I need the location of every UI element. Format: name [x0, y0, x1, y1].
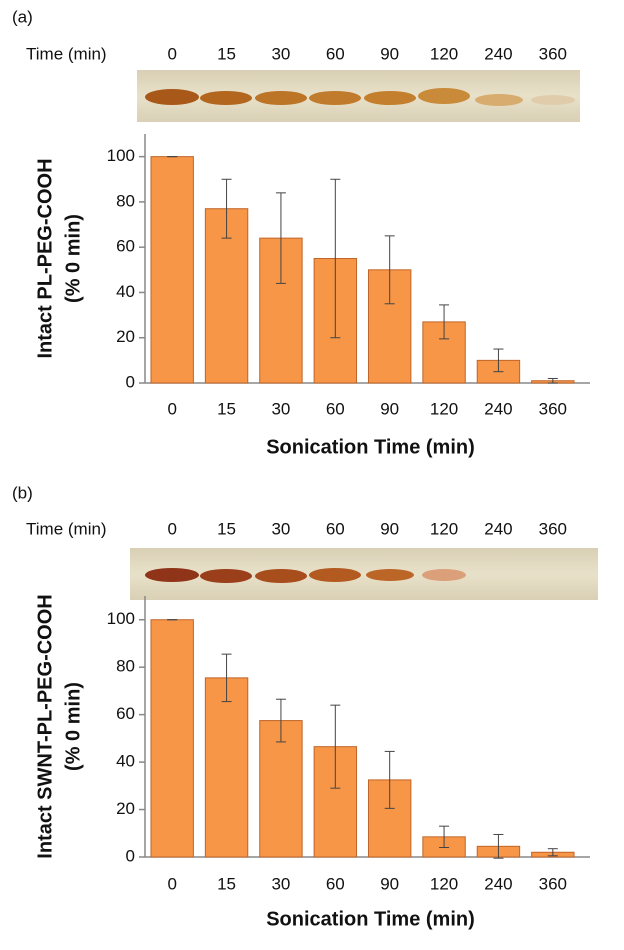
gel-lane-label: 30	[271, 519, 290, 538]
y-tick-label: 100	[107, 146, 135, 165]
panel-label: (a)	[12, 7, 33, 26]
x-axis-label: Sonication Time (min)	[266, 436, 475, 458]
gel-lane-label: 120	[430, 44, 458, 63]
x-axis-label: Sonication Time (min)	[266, 908, 475, 930]
x-tick-label: 120	[430, 874, 458, 893]
y-tick-label: 80	[116, 191, 135, 210]
bar	[150, 156, 194, 384]
gel-lane-label: 240	[484, 519, 512, 538]
gel-label: Time (min)	[26, 519, 107, 538]
y-axis-label: (% 0 min)	[62, 682, 84, 771]
gel-lane-label: 90	[380, 519, 399, 538]
x-tick-label: 90	[380, 874, 399, 893]
x-tick-label: 120	[430, 399, 458, 418]
y-tick-label: 0	[126, 372, 135, 391]
gel-lane-label: 0	[167, 44, 176, 63]
y-tick-label: 40	[116, 752, 135, 771]
y-tick-label: 0	[126, 846, 135, 865]
gel-lane-label: 60	[326, 44, 345, 63]
x-tick-label: 30	[271, 399, 290, 418]
y-axis-label: (% 0 min)	[62, 214, 84, 303]
gel-lane-label: 120	[430, 519, 458, 538]
x-tick-label: 0	[167, 874, 176, 893]
y-tick-label: 40	[116, 282, 135, 301]
x-tick-label: 360	[539, 874, 567, 893]
y-tick-label: 60	[116, 237, 135, 256]
x-tick-label: 60	[326, 874, 345, 893]
gel-lane-label: 30	[271, 44, 290, 63]
x-tick-label: 0	[167, 399, 176, 418]
gel-lane-label: 240	[484, 44, 512, 63]
gel-label: Time (min)	[26, 44, 107, 63]
gel-lane-label: 90	[380, 44, 399, 63]
gel-image	[130, 548, 598, 600]
y-tick-label: 20	[116, 327, 135, 346]
y-tick-label: 100	[107, 609, 135, 628]
x-tick-label: 30	[271, 874, 290, 893]
bar	[259, 720, 303, 858]
y-axis-label: Intact PL-PEG-COOH	[34, 158, 56, 358]
gel-lane-label: 15	[217, 519, 236, 538]
x-tick-label: 240	[484, 399, 512, 418]
bar	[204, 677, 249, 858]
x-tick-label: 240	[484, 874, 512, 893]
y-axis-label: Intact SWNT-PL-PEG-COOH	[34, 594, 56, 858]
x-tick-label: 15	[217, 874, 236, 893]
x-tick-label: 15	[217, 399, 236, 418]
y-tick-label: 80	[116, 657, 135, 676]
y-tick-label: 20	[116, 799, 135, 818]
gel-image	[137, 70, 580, 122]
x-tick-label: 90	[380, 399, 399, 418]
bar	[150, 619, 194, 858]
gel-lane-label: 360	[539, 44, 567, 63]
x-tick-label: 360	[539, 399, 567, 418]
gel-lane-label: 15	[217, 44, 236, 63]
gel-lane-label: 0	[167, 519, 176, 538]
y-tick-label: 60	[116, 704, 135, 723]
x-tick-label: 60	[326, 399, 345, 418]
panel-label: (b)	[12, 483, 33, 502]
gel-lane-label: 60	[326, 519, 345, 538]
gel-lane-label: 360	[539, 519, 567, 538]
